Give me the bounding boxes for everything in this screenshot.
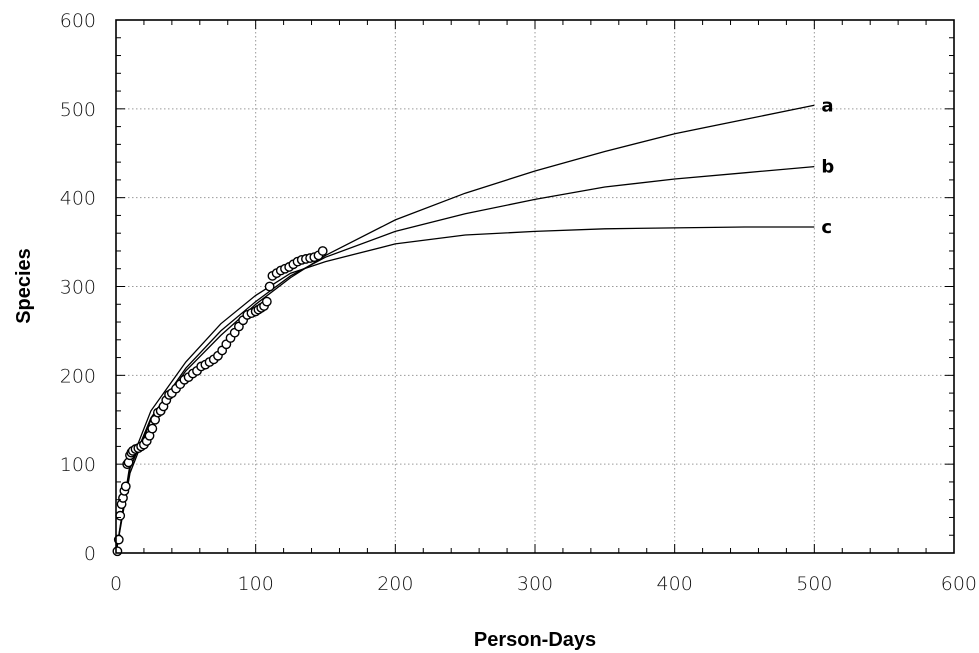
y-tick-label-1: 100 (60, 454, 96, 476)
observed-point (317, 246, 328, 256)
observed-point (147, 423, 158, 434)
x-tick-label-0: 0 (110, 573, 122, 595)
x-axis-title: Person-Days (474, 629, 596, 651)
tick-labels: 0 100 200 300 400 500 600 0 100 200 300 400 500 600 (60, 10, 977, 595)
series-line-c (115, 226, 815, 554)
series-labels: a b c (821, 95, 834, 238)
y-tick-label-2: 200 (60, 365, 96, 387)
y-tick-label-4: 400 (60, 188, 96, 210)
y-tick-label-3: 300 (60, 277, 96, 299)
observed-point (264, 281, 275, 292)
series-line-a (115, 104, 815, 554)
observed-point (120, 481, 131, 492)
y-tick-label-0: 0 (84, 543, 96, 565)
observed-point (115, 510, 126, 521)
fitted-curves (115, 104, 815, 554)
series-label-c: c (821, 217, 832, 238)
x-tick-label-6: 600 (941, 573, 977, 595)
series-label-a: a (821, 95, 833, 116)
observed-point (112, 546, 123, 557)
x-tick-label-4: 400 (657, 573, 693, 595)
axis-ticks (115, 19, 955, 554)
x-tick-label-1: 100 (238, 573, 274, 595)
x-tick-label-3: 300 (517, 573, 553, 595)
x-tick-label-2: 200 (377, 573, 413, 595)
x-tick-label-5: 500 (796, 573, 832, 595)
observed-point (261, 296, 272, 307)
series-label-b: b (821, 157, 834, 178)
y-tick-label-6: 600 (60, 10, 96, 32)
grid-lines (116, 20, 954, 553)
y-tick-label-5: 500 (60, 99, 96, 121)
y-axis-title: Species (13, 248, 35, 324)
observed-points (112, 246, 328, 557)
